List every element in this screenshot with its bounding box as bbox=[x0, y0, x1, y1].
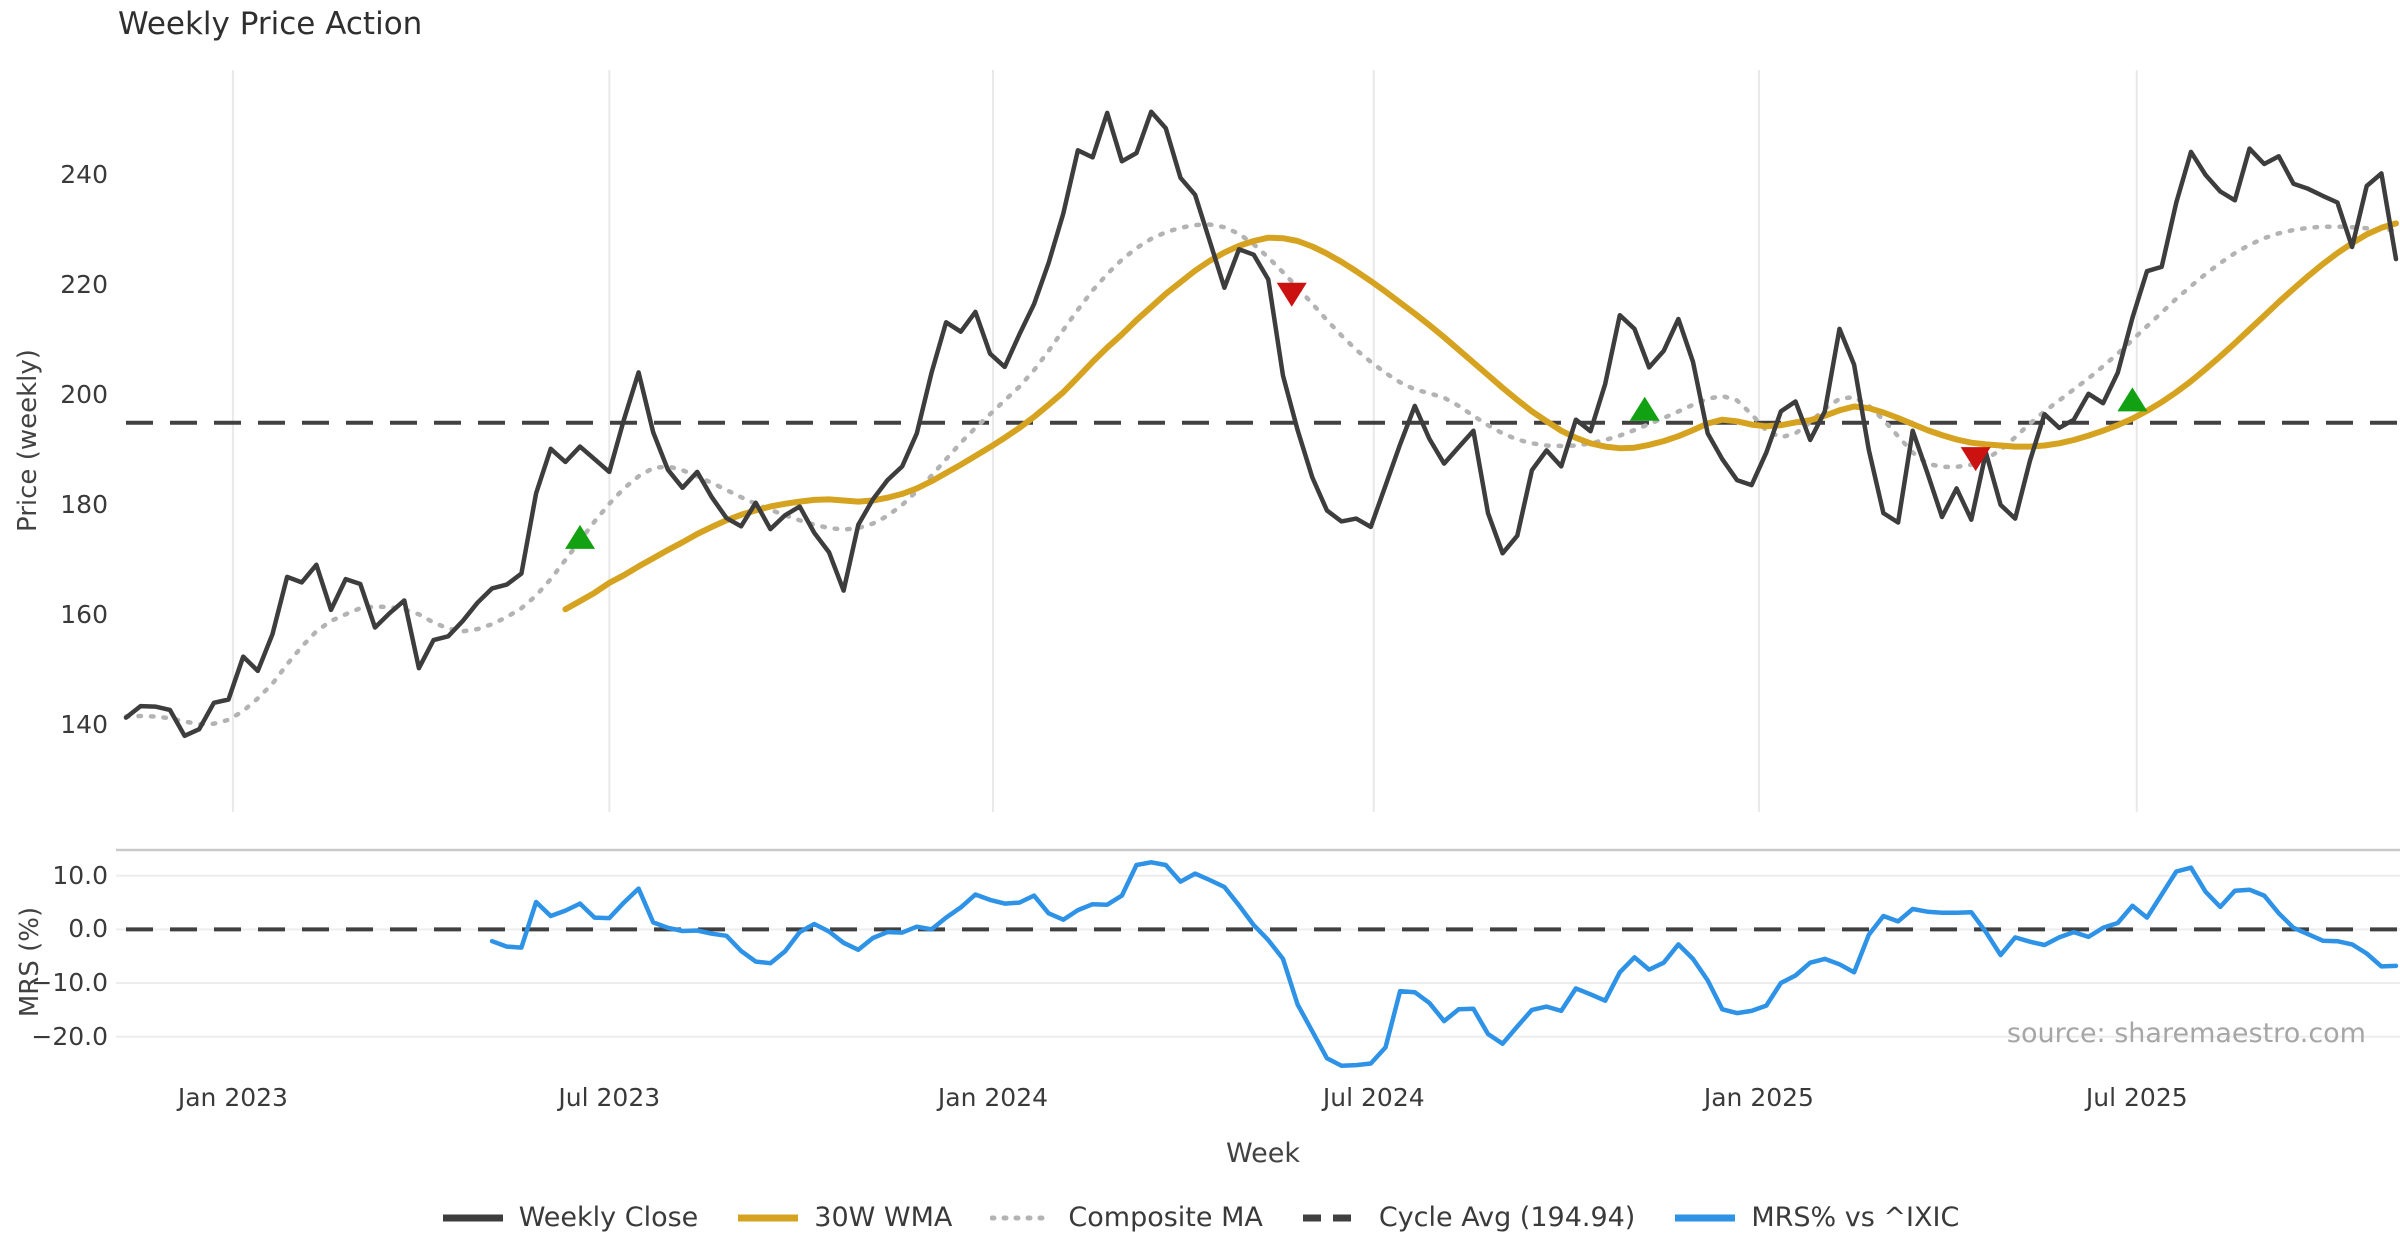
mrs-y-axis-label: MRS (%) bbox=[15, 906, 45, 1018]
legend-item: Composite MA bbox=[990, 1202, 1263, 1233]
page-title: Weekly Price Action bbox=[118, 6, 423, 42]
legend-label: Cycle Avg (194.94) bbox=[1378, 1202, 1636, 1233]
sell-signal-marker bbox=[1960, 447, 1991, 472]
legend-label: MRS% vs ^IXIC bbox=[1751, 1202, 1960, 1233]
legend-item: 30W WMA bbox=[736, 1202, 952, 1233]
legend-item: Cycle Avg (194.94) bbox=[1301, 1202, 1636, 1233]
x-tick-label: Jan 2023 bbox=[177, 1083, 288, 1112]
mrs-tick-label: −20.0 bbox=[31, 1021, 108, 1051]
legend-line-sample-icon bbox=[1302, 1214, 1363, 1221]
x-axis-label: Week bbox=[1226, 1138, 1300, 1169]
source-attribution: source: sharemaestro.com bbox=[2006, 1018, 2366, 1049]
price-tick-label: 200 bbox=[60, 379, 108, 409]
legend-line-sample-icon bbox=[442, 1214, 503, 1221]
legend-label: Weekly Close bbox=[518, 1202, 699, 1233]
sell-signal-marker bbox=[1276, 282, 1307, 307]
price-tick-label: 240 bbox=[60, 160, 108, 189]
legend-item: MRS% vs ^IXIC bbox=[1673, 1202, 1959, 1233]
legend-item: Weekly Close bbox=[441, 1202, 699, 1233]
legend-line-sample-icon bbox=[1675, 1214, 1736, 1221]
legend-label: 30W WMA bbox=[814, 1202, 953, 1233]
x-tick-label: Jul 2023 bbox=[558, 1083, 661, 1112]
composite-ma-line bbox=[123, 222, 2399, 727]
legend-label: Composite MA bbox=[1068, 1202, 1263, 1233]
x-tick-label: Jul 2024 bbox=[1322, 1083, 1425, 1112]
mrs-tick-label: 10.0 bbox=[52, 860, 108, 890]
x-tick-label: Jul 2025 bbox=[2085, 1083, 2188, 1112]
buy-signal-marker bbox=[1629, 396, 1660, 421]
price-tick-label: 140 bbox=[60, 709, 108, 739]
price-tick-label: 220 bbox=[60, 269, 108, 299]
price-tick-label: 180 bbox=[60, 489, 108, 519]
mrs-tick-label: 0.0 bbox=[68, 914, 108, 944]
legend-line-sample-icon bbox=[738, 1214, 799, 1221]
x-tick-label: Jan 2025 bbox=[1703, 1083, 1814, 1112]
legend-line-sample-icon bbox=[990, 1215, 1055, 1220]
mrs-tick-label: −10.0 bbox=[31, 968, 108, 998]
wma-line bbox=[562, 220, 2399, 613]
mrs-line bbox=[489, 860, 2399, 1068]
buy-signal-marker bbox=[2117, 387, 2148, 412]
legend: Weekly Close 30W WMA Composite MA Cycle Avg… bbox=[0, 1202, 2400, 1233]
buy-signal-marker bbox=[565, 524, 595, 549]
price-tick-label: 160 bbox=[60, 599, 108, 629]
weekly-close-line bbox=[123, 109, 2399, 739]
x-tick-label: Jan 2024 bbox=[937, 1083, 1049, 1112]
